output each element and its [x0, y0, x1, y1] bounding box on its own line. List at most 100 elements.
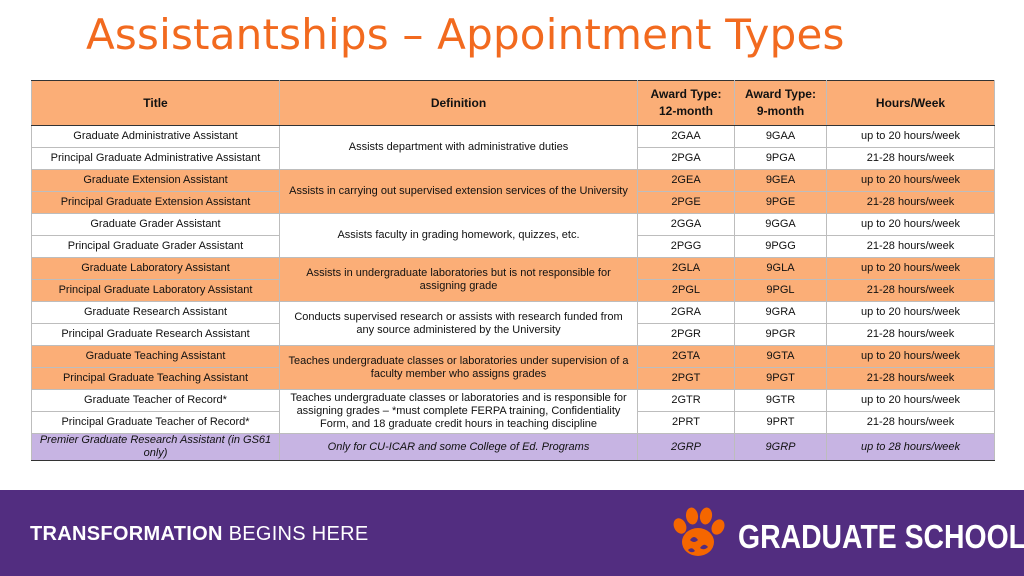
cell-award-9: 9GAA	[734, 125, 827, 148]
tagline-bold: TRANSFORMATION	[30, 523, 223, 545]
table-row: Principal Graduate Laboratory Assistant …	[31, 279, 995, 302]
cell-award-9: 9PGL	[734, 279, 827, 302]
cell-title: Principal Graduate Research Assistant	[31, 323, 280, 346]
table-row: Graduate Research Assistant Conducts sup…	[31, 301, 995, 346]
cell-award-9: 9GLA	[734, 257, 827, 280]
cell-award-9: 9PGR	[734, 323, 827, 346]
cell-title: Graduate Laboratory Assistant	[31, 257, 280, 280]
table-row: Graduate Teacher of Record* Teaches unde…	[31, 389, 995, 434]
table-row: Graduate Teaching Assistant Teaches unde…	[31, 345, 995, 390]
cell-award-9: 9GRP	[734, 433, 827, 461]
cell-award-9: 9GTR	[734, 389, 827, 412]
cell-award-9: 9PRT	[734, 411, 827, 434]
cell-hours: 21-28 hours/week	[826, 147, 995, 170]
cell-hours: up to 28 hours/week	[826, 433, 995, 461]
cell-award-12: 2GTA	[637, 345, 735, 368]
cell-award-12: 2GGA	[637, 213, 735, 236]
cell-hours: 21-28 hours/week	[826, 279, 995, 302]
cell-title: Principal Graduate Teacher of Record*	[31, 411, 280, 434]
header-award-12-month: Award Type: 12-month	[637, 80, 735, 126]
cell-definition: Assists in carrying out supervised exten…	[279, 169, 638, 214]
header-title: Title	[31, 80, 280, 126]
cell-award-12: 2GTR	[637, 389, 735, 412]
cell-hours: 21-28 hours/week	[826, 235, 995, 258]
cell-award-12: 2GAA	[637, 125, 735, 148]
cell-definition: Only for CU-ICAR and some College of Ed.…	[279, 433, 638, 461]
cell-award-12: 2PGG	[637, 235, 735, 258]
cell-award-12: 2GRP	[637, 433, 735, 461]
table-row: Principal Graduate Extension Assistant 2…	[31, 191, 995, 214]
table-row: Graduate Grader Assistant Assists facult…	[31, 213, 995, 258]
cell-hours: up to 20 hours/week	[826, 301, 995, 324]
page-title: Assistantships – Appointment Types	[86, 10, 845, 59]
header-award-9-month: Award Type: 9-month	[734, 80, 827, 126]
table-row: Graduate Extension Assistant Assists in …	[31, 169, 995, 214]
cell-title: Principal Graduate Extension Assistant	[31, 191, 280, 214]
cell-award-12: 2PGE	[637, 191, 735, 214]
cell-hours: 21-28 hours/week	[826, 191, 995, 214]
cell-award-12: 2GRA	[637, 301, 735, 324]
cell-award-12: 2PGT	[637, 367, 735, 390]
cell-definition: Assists faculty in grading homework, qui…	[279, 213, 638, 258]
cell-award-12: 2PRT	[637, 411, 735, 434]
table-row: Graduate Administrative Assistant Assist…	[31, 125, 995, 170]
cell-award-12: 2GLA	[637, 257, 735, 280]
brand-name: GRADUATE SCHOOL	[738, 518, 1024, 555]
cell-hours: 21-28 hours/week	[826, 411, 995, 434]
header-hours-week: Hours/Week	[826, 80, 995, 126]
cell-award-9: 9PGE	[734, 191, 827, 214]
cell-title: Principal Graduate Teaching Assistant	[31, 367, 280, 390]
cell-award-9: 9PGG	[734, 235, 827, 258]
cell-hours: up to 20 hours/week	[826, 389, 995, 412]
cell-award-12: 2PGL	[637, 279, 735, 302]
cell-award-12: 2GEA	[637, 169, 735, 192]
tagline-rest: BEGINS HERE	[228, 523, 369, 545]
cell-award-9: 9GEA	[734, 169, 827, 192]
header-definition: Definition	[279, 80, 638, 126]
cell-title: Principal Graduate Laboratory Assistant	[31, 279, 280, 302]
header-award-12-line2: 12-month	[659, 104, 713, 118]
header-award-12-line1: Award Type:	[650, 87, 722, 101]
cell-title: Graduate Grader Assistant	[31, 213, 280, 236]
cell-title: Graduate Teaching Assistant	[31, 345, 280, 368]
cell-hours: up to 20 hours/week	[826, 345, 995, 368]
cell-definition: Conducts supervised research or assists …	[279, 301, 638, 346]
cell-title: Principal Graduate Administrative Assist…	[31, 147, 280, 170]
cell-hours: up to 20 hours/week	[826, 257, 995, 280]
footer-banner: TRANSFORMATION BEGINS HERE GRADUATE SCHO…	[0, 490, 1024, 576]
header-award-9-line2: 9-month	[756, 104, 805, 118]
cell-title: Graduate Teacher of Record*	[31, 389, 280, 412]
cell-hours: up to 20 hours/week	[826, 213, 995, 236]
cell-hours: 21-28 hours/week	[826, 367, 995, 390]
cell-definition: Assists in undergraduate laboratories bu…	[279, 257, 638, 302]
cell-title: Graduate Research Assistant	[31, 301, 280, 324]
cell-hours: up to 20 hours/week	[826, 169, 995, 192]
header-award-9-line1: Award Type:	[745, 87, 816, 101]
table-row: Principal Graduate Research Assistant 2P…	[31, 323, 995, 346]
cell-award-12: 2PGR	[637, 323, 735, 346]
table-header-row: Title Definition Award Type: 12-month Awa…	[31, 80, 995, 126]
cell-definition: Teaches undergraduate classes or laborat…	[279, 345, 638, 390]
cell-award-9: 9GRA	[734, 301, 827, 324]
cell-award-12: 2PGA	[637, 147, 735, 170]
cell-award-9: 9PGA	[734, 147, 827, 170]
table-row: Premier Graduate Research Assistant (in …	[31, 433, 995, 461]
table-row: Graduate Laboratory Assistant Assists in…	[31, 257, 995, 302]
table-row: Principal Graduate Administrative Assist…	[31, 147, 995, 170]
table-row: Principal Graduate Teaching Assistant 2P…	[31, 367, 995, 390]
cell-title: Graduate Extension Assistant	[31, 169, 280, 192]
cell-award-9: 9PGT	[734, 367, 827, 390]
cell-definition: Assists department with administrative d…	[279, 125, 638, 170]
cell-definition: Teaches undergraduate classes or laborat…	[279, 389, 638, 434]
graduate-school-logo: GRADUATE SCHOOL	[668, 504, 1024, 564]
appointment-types-table: Title Definition Award Type: 12-month Awa…	[31, 80, 995, 461]
cell-title: Principal Graduate Grader Assistant	[31, 235, 280, 258]
cell-award-9: 9GGA	[734, 213, 827, 236]
cell-hours: up to 20 hours/week	[826, 125, 995, 148]
cell-hours: 21-28 hours/week	[826, 323, 995, 346]
cell-award-9: 9GTA	[734, 345, 827, 368]
cell-title: Graduate Administrative Assistant	[31, 125, 280, 148]
tiger-paw-icon	[673, 507, 725, 556]
footer-tagline: TRANSFORMATION BEGINS HERE	[30, 523, 369, 546]
cell-title: Premier Graduate Research Assistant (in …	[31, 433, 280, 461]
